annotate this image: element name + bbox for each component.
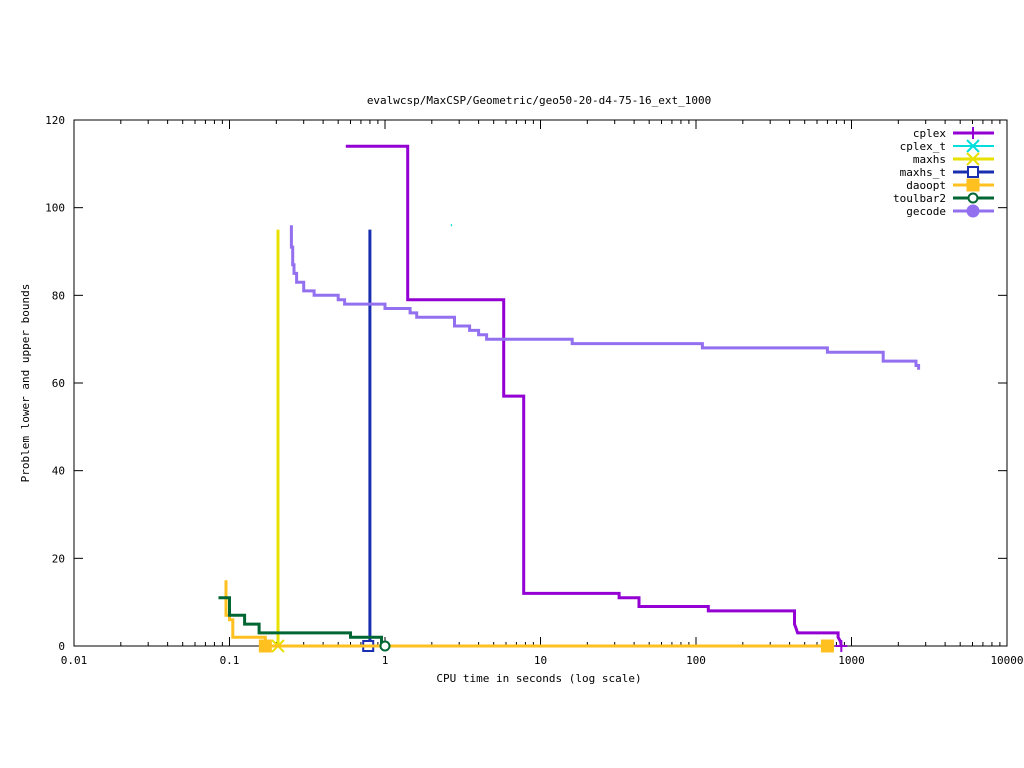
- legend: cplexcplex_tmaxhsmaxhs_tdaoopttoulbar2ge…: [893, 127, 994, 218]
- x-tick-label: 100: [686, 654, 706, 667]
- y-tick-label: 60: [52, 377, 65, 390]
- legend-marker-toulbar2: [967, 192, 979, 204]
- series-line-daoopt: [224, 580, 828, 648]
- series-cplex: [345, 144, 848, 652]
- legend-label-maxhs_t: maxhs_t: [900, 166, 946, 179]
- series-layer: [218, 144, 921, 653]
- y-tick-label: 100: [45, 202, 65, 215]
- legend-label-cplex: cplex: [913, 127, 946, 140]
- legend-label-gecode: gecode: [906, 205, 946, 218]
- plot-frame: [73, 119, 1008, 647]
- legend-label-daoopt: daoopt: [906, 179, 946, 192]
- legend-label-cplex_t: cplex_t: [900, 140, 946, 153]
- series-line-gecode: [289, 225, 921, 370]
- legend-marker-gecode: [966, 204, 980, 218]
- series-daoopt: [224, 580, 834, 653]
- y-tick-label: 80: [52, 289, 65, 302]
- x-tick-label: 0.1: [220, 654, 240, 667]
- y-tick-label: 40: [52, 465, 65, 478]
- legend-label-maxhs: maxhs: [913, 153, 946, 166]
- x-tick-label: 10000: [990, 654, 1023, 667]
- series-toulbar2: [218, 596, 391, 652]
- legend-label-toulbar2: toulbar2: [893, 192, 946, 205]
- y-tick-label: 20: [52, 552, 65, 565]
- legend-marker-daoopt: [966, 178, 980, 192]
- series-maxhs_t: [362, 229, 375, 652]
- y-tick-label: 120: [45, 114, 65, 127]
- legend-marker-cplex: [967, 127, 979, 139]
- x-tick-label: 1000: [838, 654, 865, 667]
- series-maxhs: [271, 229, 285, 653]
- x-tick-label: 10: [534, 654, 547, 667]
- data-point-cplex: [835, 640, 848, 652]
- axes: 0.01 0.1 1 10 100 1000 10000 0 20 40 60 80 100 120: [45, 114, 1023, 667]
- series-line-toulbar2: [218, 596, 385, 648]
- y-axis-label: Problem lower and upper bounds: [19, 284, 32, 483]
- legend-marker-cplex_t: [966, 139, 980, 153]
- legend-marker-maxhs_t: [967, 166, 979, 178]
- series-gecode: [289, 225, 921, 370]
- x-tick-label: 1: [382, 654, 389, 667]
- chart-title: evalwcsp/MaxCSP/Geometric/geo50-20-d4-75…: [367, 94, 711, 107]
- x-tick-label: 0.01: [61, 654, 88, 667]
- data-point-daoopt: [820, 639, 834, 653]
- y-tick-label: 0: [58, 640, 65, 653]
- series-line-cplex: [345, 144, 843, 647]
- data-point-daoopt: [258, 639, 272, 653]
- legend-marker-maxhs: [966, 152, 980, 166]
- data-point-toulbar2: [379, 640, 391, 652]
- x-axis-label: CPU time in seconds (log scale): [436, 672, 641, 685]
